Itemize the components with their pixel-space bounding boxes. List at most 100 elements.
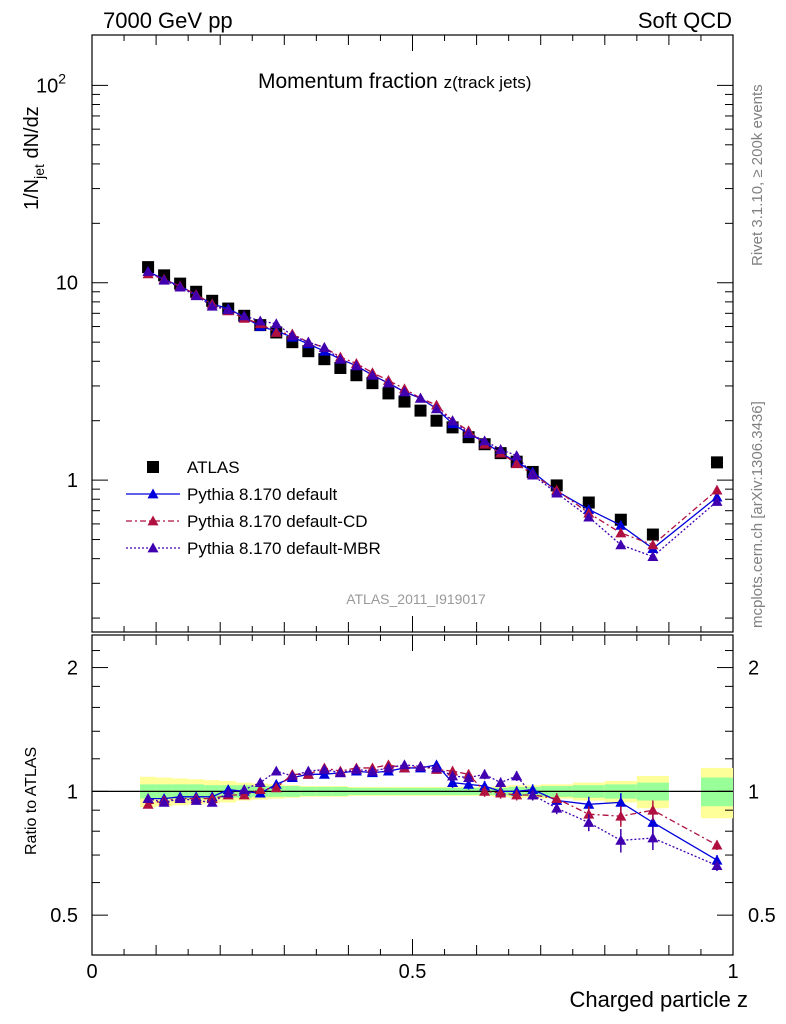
ratio-marker-cd (583, 808, 595, 819)
series-marker-mbr (551, 487, 563, 498)
ratio-marker-mbr (158, 796, 170, 807)
ratio-marker-mbr (431, 762, 443, 773)
y-axis-label-main: 1/N (21, 179, 43, 210)
series-marker-mbr (366, 369, 378, 380)
series-marker-mbr (238, 310, 250, 321)
y-tick-label: 102 (36, 70, 66, 97)
ratio-marker-mbr (495, 777, 507, 788)
atlas-data-point (710, 456, 723, 469)
ratio-marker-default (447, 777, 459, 788)
series-marker-mbr (270, 318, 282, 329)
atlas-data-point (318, 353, 331, 366)
ratio-marker-mbr (302, 765, 314, 776)
ratio-marker-default (615, 796, 627, 807)
plot-title-main: Momentum fraction (258, 70, 444, 93)
y-axis-label: 1/Njet dN/dz (21, 106, 47, 210)
legend-label: Pythia 8.170 default-MBR (187, 539, 381, 558)
series-marker-mbr (647, 551, 659, 561)
main-plot-series (142, 261, 723, 561)
atlas-data-point (366, 377, 379, 390)
ratio-marker-mbr (190, 795, 202, 805)
ratio-marker-mbr (254, 777, 266, 788)
ratio-marker-mbr (479, 768, 491, 779)
ratio-marker-mbr (551, 802, 563, 813)
series-marker-mbr (527, 469, 539, 480)
ratio-marker-mbr (366, 765, 378, 776)
series-marker-mbr (398, 386, 410, 397)
series-marker-mbr (711, 495, 723, 506)
ratio-marker-mbr (463, 772, 475, 783)
ratio-marker-mbr (615, 834, 627, 845)
series-marker-mbr (286, 330, 298, 340)
atlas-data-point (350, 369, 363, 382)
ratio-marker-mbr (270, 765, 282, 776)
ratio-marker-mbr (583, 816, 595, 827)
series-marker-mbr (447, 415, 459, 426)
ratio-marker-mbr (238, 784, 250, 794)
y-tick-label-base: 10 (36, 75, 58, 97)
legend-label: Pythia 8.170 default-CD (187, 512, 368, 531)
ratio-marker-mbr (711, 860, 723, 870)
header-process-label: Soft QCD (638, 8, 732, 33)
ratio-plot-series (142, 759, 723, 872)
ratio-marker-default (527, 784, 539, 794)
ratio-marker-mbr (447, 770, 459, 781)
ratio-marker-cd (495, 787, 507, 798)
x-tick-label: 0.5 (399, 961, 427, 983)
series-marker-mbr (302, 336, 314, 347)
series-marker-cd (270, 326, 282, 337)
series-marker-cd (511, 458, 523, 469)
ratio-marker-default (647, 816, 659, 827)
series-marker-mbr (479, 435, 491, 446)
series-marker-mbr (415, 392, 427, 403)
series-marker-mbr (206, 300, 218, 311)
x-tick-label: 1 (727, 961, 738, 983)
legend: ATLAS Pythia 8.170 default Pythia 8.170 de… (126, 458, 381, 558)
ratio-marker-mbr (334, 767, 346, 778)
ratio-marker-cd (511, 789, 523, 800)
rivet-version-label: Rivet 3.1.10, ≥ 200k events (749, 84, 766, 266)
ratio-marker-cd (254, 784, 266, 794)
y-tick-label: 1 (67, 470, 78, 492)
ratio-marker-mbr (527, 789, 539, 800)
ratio-marker-mbr (286, 770, 298, 781)
ratio-marker-mbr (398, 759, 410, 770)
ratio-marker-default (479, 780, 491, 791)
ratio-y-tick-label-right: 0.5 (748, 905, 776, 927)
series-marker-cd (615, 527, 627, 538)
series-marker-mbr (583, 511, 595, 522)
series-marker-mbr (511, 450, 523, 461)
series-marker-mbr (222, 304, 234, 315)
series-marker-default (615, 519, 627, 530)
legend-marker-data (147, 461, 159, 473)
ratio-marker-cd (647, 804, 659, 815)
y-axis-label-sub: jet (31, 164, 47, 180)
ratio-marker-cd (142, 798, 154, 809)
series-marker-mbr (174, 281, 186, 292)
y-tick-label: 10 (56, 273, 78, 295)
ratio-marker-cd (270, 782, 282, 793)
ratio-marker-default (711, 854, 723, 865)
ratio-marker-mbr (206, 796, 218, 807)
atlas-data-point (646, 528, 659, 541)
plot-title: Momentum fraction z(track jets) (258, 70, 531, 93)
legend-marker-mbr (147, 542, 159, 553)
series-marker-mbr (254, 315, 266, 326)
legend-marker-cd (147, 515, 159, 526)
atlas-data-point (430, 414, 443, 427)
y-tick-label-exp: 2 (58, 70, 66, 86)
ratio-y-tick-label: 1 (67, 781, 78, 803)
header-collision-label: 7000 GeV pp (103, 8, 233, 33)
ratio-marker-cd (238, 789, 250, 800)
ratio-marker-default (583, 798, 595, 809)
atlas-data-point (582, 496, 595, 509)
ratio-marker-mbr (142, 793, 154, 804)
series-marker-mbr (318, 341, 330, 352)
ratio-marker-mbr (415, 760, 427, 771)
series-marker-mbr (142, 266, 154, 276)
atlas-data-point (614, 513, 627, 526)
ratio-y-tick-label: 2 (67, 658, 78, 680)
ratio-marker-default (463, 778, 475, 789)
x-tick-label: 0 (86, 961, 97, 983)
series-marker-mbr (158, 274, 170, 285)
